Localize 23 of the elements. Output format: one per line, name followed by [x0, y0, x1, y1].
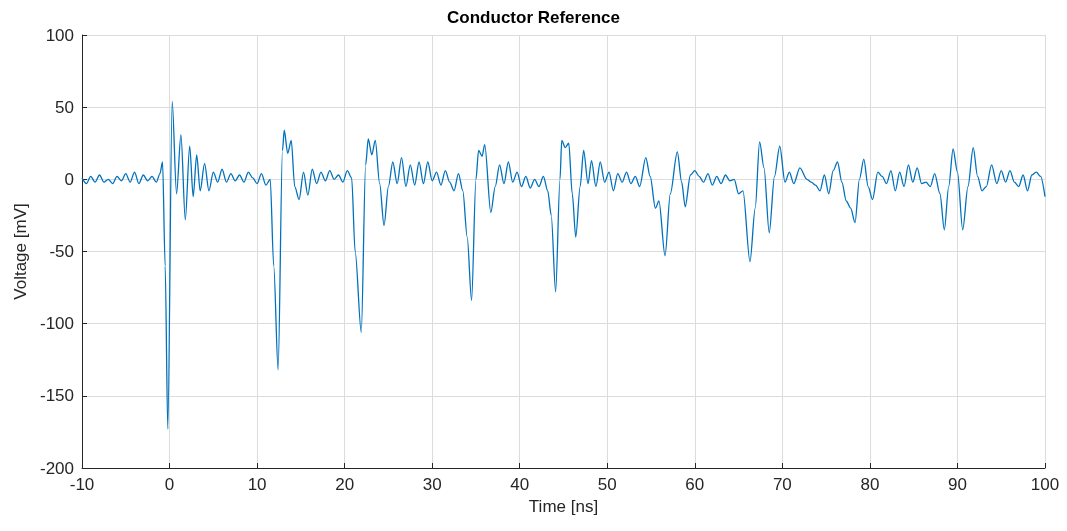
x-tick-label: 30 [422, 475, 442, 494]
y-tick-label: 0 [64, 169, 74, 189]
y-tick-label: -50 [49, 242, 74, 261]
x-tick-label: 100 [1030, 475, 1060, 494]
y-tick-label: -150 [39, 386, 74, 406]
x-tick-label: 80 [860, 475, 880, 494]
x-tick-label: 50 [597, 475, 617, 494]
chart-title: Conductor Reference [447, 8, 620, 27]
x-tick-label: 90 [947, 475, 967, 494]
x-tick-label: 0 [164, 475, 175, 494]
y-tick-label: -100 [39, 314, 74, 334]
x-tick-label: 70 [772, 475, 792, 494]
y-tick-label: 100 [45, 25, 74, 45]
x-tick-label: 10 [247, 475, 267, 494]
line-series [81, 100, 1046, 430]
y-tick-label: -200 [39, 458, 74, 478]
y-tick-label: 50 [55, 97, 74, 117]
x-tick-label: -10 [69, 475, 95, 494]
x-axis-title: Time [ns] [528, 496, 599, 516]
x-tick-label: 40 [510, 475, 530, 494]
x-tick-label: 20 [335, 475, 355, 494]
y-axis-title: Voltage [mV] [11, 203, 31, 300]
x-tick-label: 60 [685, 475, 705, 494]
